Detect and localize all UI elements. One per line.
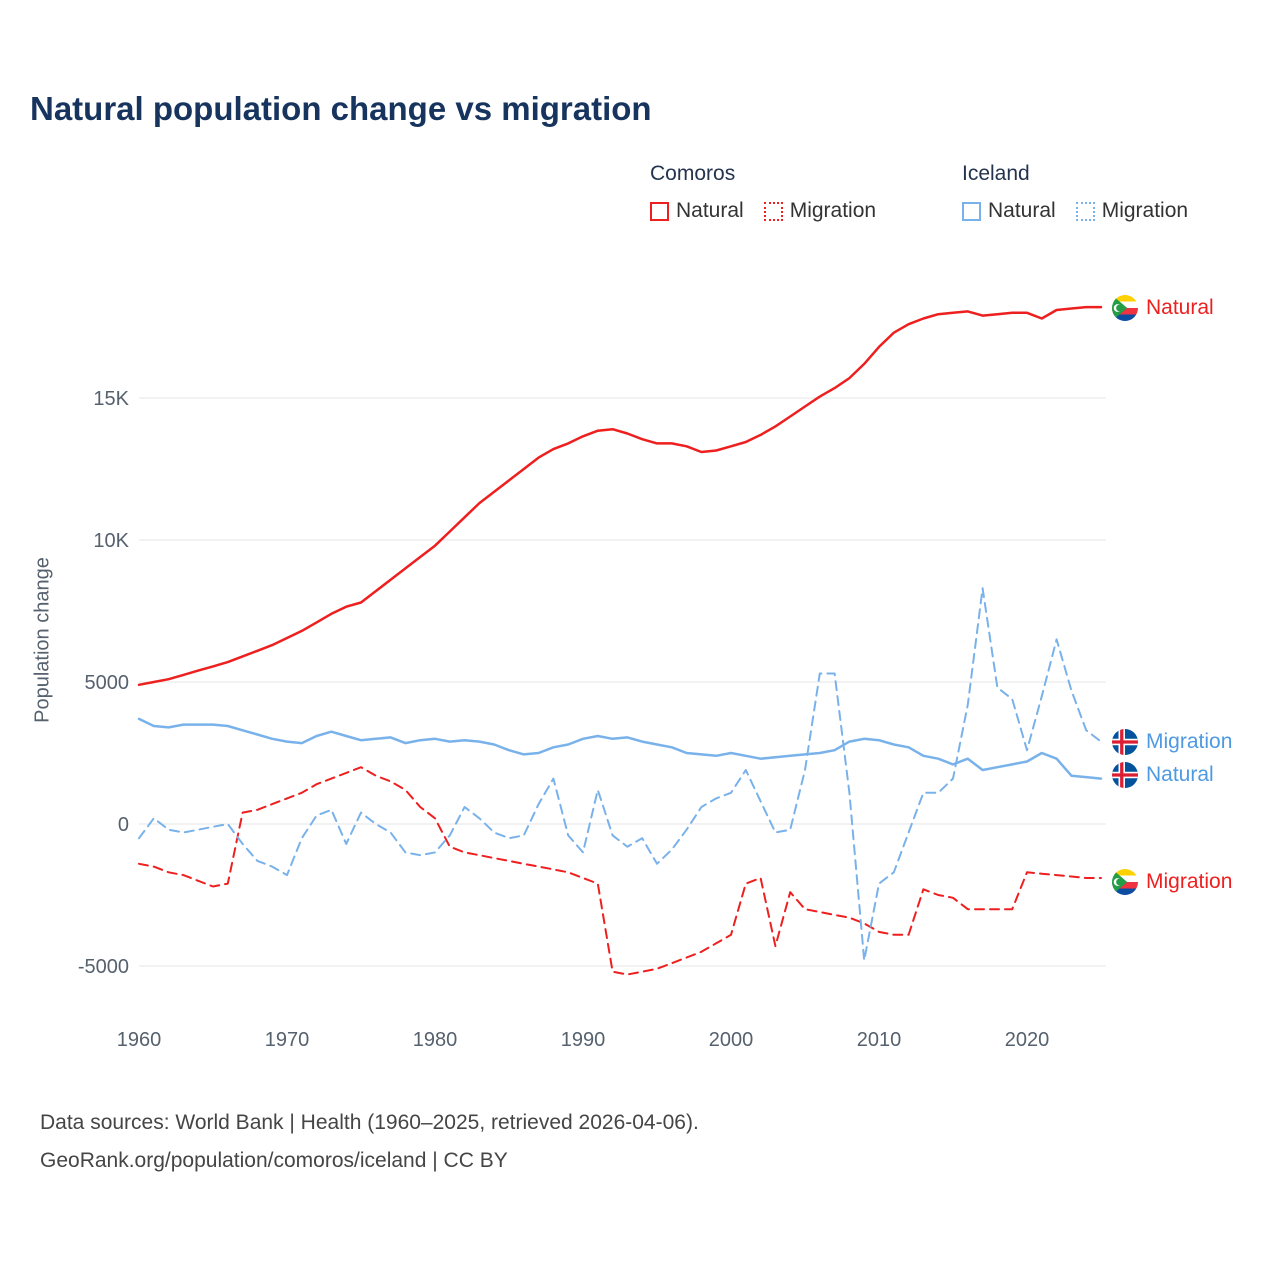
svg-text:2000: 2000 xyxy=(709,1029,754,1051)
legend-header-comoros: Comoros xyxy=(650,162,736,185)
series-label-text: Migration xyxy=(1146,870,1233,893)
comoros-flag-icon xyxy=(1112,295,1138,321)
legend-item-iceland-natural[interactable]: Natural xyxy=(962,199,1056,223)
legend-item-label: Migration xyxy=(789,199,877,222)
legend-item-comoros-migration[interactable]: Migration xyxy=(763,199,877,223)
iceland-flag-icon xyxy=(1112,762,1138,788)
legend-item-label: Natural xyxy=(988,199,1056,222)
svg-text:10K: 10K xyxy=(93,530,129,552)
footer-data-sources: Data sources: World Bank | Health (1960–… xyxy=(40,1111,699,1134)
legend-items-comoros: Natural Migration xyxy=(650,199,876,223)
footer: Data sources: World Bank | Health (1960–… xyxy=(40,1104,699,1180)
series-line-comoros-natural xyxy=(137,305,1103,687)
legend-item-label: Migration xyxy=(1101,199,1189,222)
legend-swatch-iceland-natural-icon xyxy=(962,201,981,221)
series-label-text: Natural xyxy=(1146,296,1214,319)
series-line-iceland-migration xyxy=(138,587,1102,962)
series-label-comoros-migration: Migration xyxy=(1112,869,1232,895)
legend-swatch-iceland-migration-icon xyxy=(1075,201,1095,221)
series-label-text: Migration xyxy=(1146,730,1233,753)
legend-header-iceland: Iceland xyxy=(962,162,1030,185)
legend-swatch-comoros-migration-icon xyxy=(763,201,783,221)
svg-text:-5000: -5000 xyxy=(78,956,129,978)
svg-text:1990: 1990 xyxy=(561,1029,606,1051)
legend-group-comoros: Comoros Natural Migration xyxy=(650,162,876,223)
legend-group-iceland: Iceland Natural Migration xyxy=(962,162,1188,223)
series-line-iceland-natural xyxy=(137,717,1103,780)
comoros-flag-icon xyxy=(1112,869,1138,895)
series-label-comoros-natural: Natural xyxy=(1112,295,1214,321)
legend-item-comoros-natural[interactable]: Natural xyxy=(650,199,744,223)
svg-text:1960: 1960 xyxy=(117,1029,162,1051)
iceland-flag-icon xyxy=(1112,729,1138,755)
legend-items-iceland: Natural Migration xyxy=(962,199,1188,223)
series-label-iceland-natural: Natural xyxy=(1112,762,1214,788)
svg-text:5000: 5000 xyxy=(85,672,130,694)
svg-text:2020: 2020 xyxy=(1005,1029,1050,1051)
svg-text:15K: 15K xyxy=(93,388,129,410)
legend-item-label: Natural xyxy=(676,199,744,222)
svg-text:1980: 1980 xyxy=(413,1029,458,1051)
page-title: Natural population change vs migration xyxy=(30,90,652,127)
legend-swatch-comoros-natural-icon xyxy=(650,201,669,221)
series-line-comoros-migration xyxy=(138,766,1102,976)
series-label-text: Natural xyxy=(1146,763,1214,786)
series-label-iceland-migration: Migration xyxy=(1112,729,1232,755)
svg-text:0: 0 xyxy=(118,814,129,836)
svg-text:1970: 1970 xyxy=(265,1029,310,1051)
footer-attribution: GeoRank.org/population/comoros/iceland |… xyxy=(40,1149,508,1172)
svg-text:2010: 2010 xyxy=(857,1029,902,1051)
legend-item-iceland-migration[interactable]: Migration xyxy=(1075,199,1189,223)
